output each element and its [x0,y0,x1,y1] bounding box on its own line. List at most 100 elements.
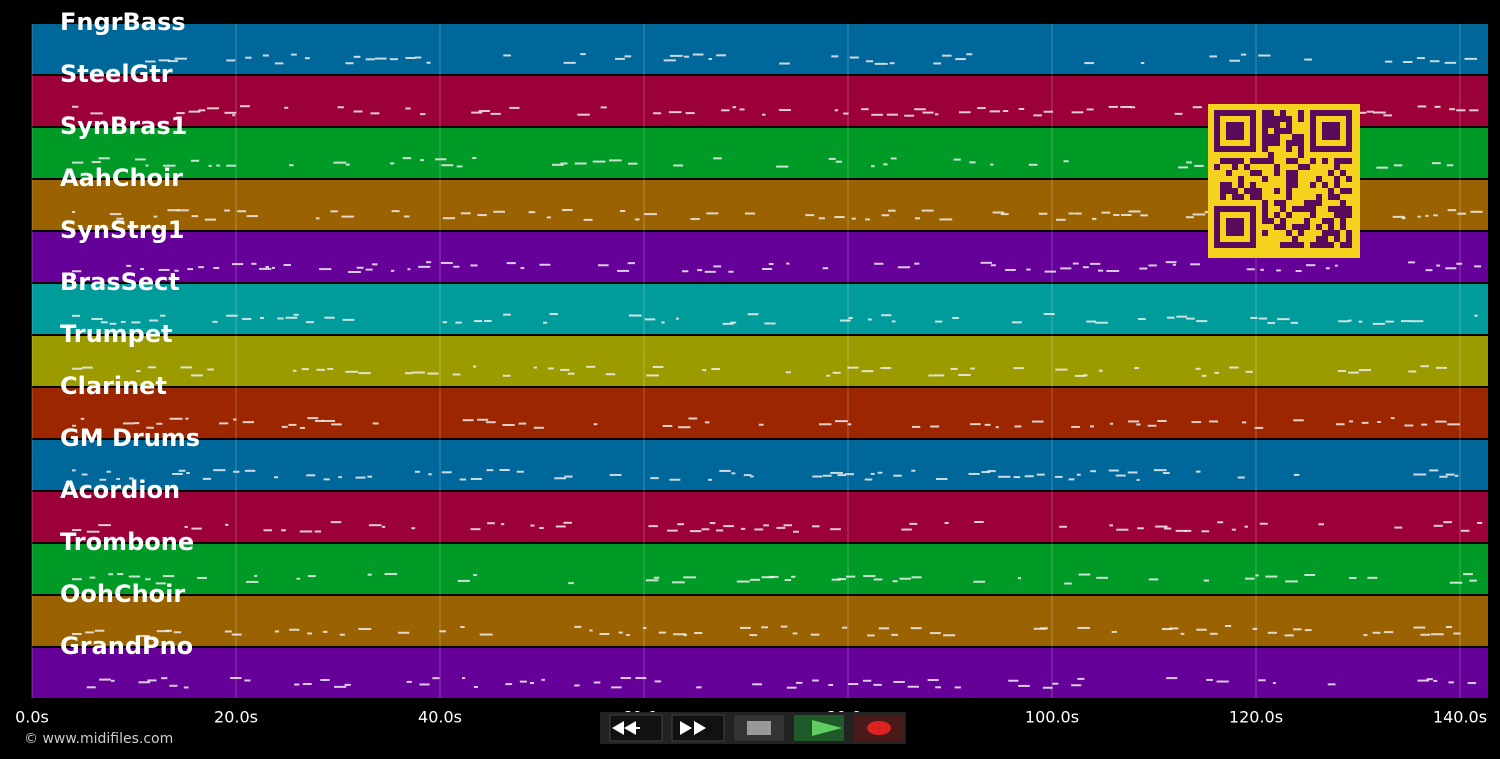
note [441,164,454,167]
note [299,426,305,429]
qr-module [1322,134,1328,140]
qr-module [1226,206,1232,212]
note [1176,315,1188,318]
note [935,686,942,689]
note [934,320,943,323]
note [554,477,567,480]
note [998,475,1011,478]
qr-module [1328,206,1334,212]
note [283,264,291,267]
qr-module [1226,134,1232,140]
note [490,112,501,115]
qr-module [1250,218,1256,224]
track-name: AahChoir [60,164,183,192]
note [1448,681,1454,684]
qr-module [1346,116,1352,122]
note [239,105,250,108]
note [91,161,102,164]
record-button[interactable] [854,715,904,741]
track-name: GM Drums [60,424,200,452]
note [407,268,411,271]
note [1044,270,1056,273]
note [419,683,430,686]
qr-module [1340,200,1346,206]
qr-module [1340,242,1346,248]
track-band [32,388,1488,438]
note [874,62,888,65]
note [277,317,284,320]
qr-module [1238,176,1244,182]
note [842,626,848,629]
note [871,165,875,168]
note [653,576,660,579]
time-tick-label: 40.0s [418,708,462,727]
fast-forward-button[interactable] [671,714,725,742]
time-tick-label: 0.0s [15,708,49,727]
qr-module [1328,218,1334,224]
note [580,53,586,56]
rewind-button[interactable] [609,714,663,742]
note [72,529,82,532]
stop-button[interactable] [734,715,784,741]
track-name: GrandPno [60,632,193,660]
note [174,269,179,272]
note [486,469,494,472]
note [358,627,372,630]
note [197,576,207,579]
note [754,528,764,531]
qr-module [1226,224,1232,230]
note [708,57,712,60]
note [812,475,823,478]
qr-module [1232,110,1238,116]
note [1014,425,1022,428]
qr-module [1280,110,1286,116]
qr-module [1334,182,1340,188]
qr-module [1280,218,1286,224]
qr-module [1310,122,1316,128]
note [439,630,446,633]
note [414,56,422,59]
track-name: BrasSect [60,268,180,296]
note [667,529,678,532]
qr-module [1340,212,1346,218]
note [1178,166,1189,169]
qr-module [1220,242,1226,248]
note [187,268,194,271]
note [271,266,275,269]
qr-module [1232,242,1238,248]
note [1092,217,1097,220]
qr-module [1286,116,1292,122]
note [901,528,912,531]
note [785,371,791,374]
note [1335,423,1345,426]
note [1128,210,1141,213]
track-name: FngrBass [60,8,186,36]
note [795,681,803,684]
qr-module [1322,146,1328,152]
note [1209,55,1218,58]
note [367,573,372,576]
note [305,321,314,324]
note [574,625,582,628]
note [307,575,316,578]
qr-module [1214,224,1220,230]
qr-module [1286,194,1292,200]
play-button[interactable] [794,715,844,741]
note [155,582,166,585]
qr-module [1346,158,1352,164]
qr-module [1220,110,1226,116]
note [704,270,716,273]
qr-module [1322,110,1328,116]
note [1059,525,1067,528]
note [337,106,344,109]
qr-module [1238,224,1244,230]
note [763,524,769,527]
note [109,322,117,325]
note [274,630,280,633]
note [1425,214,1429,217]
note [109,213,122,216]
note [1130,106,1136,109]
note [611,686,622,689]
note [843,112,849,115]
note [1206,678,1213,681]
